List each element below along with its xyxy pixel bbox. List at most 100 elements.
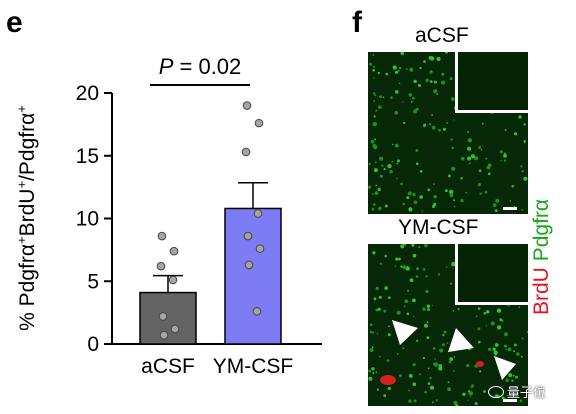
green-cell	[411, 244, 415, 247]
data-point	[241, 147, 251, 157]
green-cell	[450, 138, 453, 141]
green-cell	[372, 251, 376, 255]
green-cell	[462, 392, 466, 396]
green-cell	[504, 332, 508, 337]
green-cell	[483, 390, 486, 393]
green-cell	[372, 121, 377, 127]
green-cell	[370, 139, 375, 144]
green-cell	[439, 348, 444, 353]
green-cell	[466, 363, 470, 368]
p-value: = 0.02	[173, 54, 241, 79]
green-cell	[449, 77, 453, 81]
green-cell	[375, 371, 378, 373]
green-cell	[428, 56, 433, 60]
green-cell	[514, 343, 517, 347]
green-cell	[433, 80, 437, 84]
green-cell	[467, 390, 471, 393]
green-cell	[369, 323, 373, 327]
green-cell	[474, 402, 478, 406]
green-cell	[379, 262, 382, 265]
green-cell	[442, 127, 446, 131]
green-cell	[405, 266, 410, 271]
green-cell	[425, 289, 429, 294]
green-cell	[480, 149, 483, 151]
green-cell	[518, 115, 522, 119]
green-cell	[385, 72, 389, 76]
green-cell	[384, 254, 387, 258]
green-cell	[378, 355, 381, 358]
green-cell	[492, 347, 496, 351]
green-cell	[400, 265, 403, 268]
data-point	[252, 307, 262, 316]
green-cell	[494, 343, 499, 347]
green-cell	[467, 131, 470, 133]
y-title-sup-2: +	[14, 180, 29, 189]
green-cell	[433, 183, 435, 185]
green-cell	[381, 164, 384, 167]
green-cell	[400, 52, 405, 56]
green-cell	[397, 353, 399, 355]
green-cell	[383, 168, 386, 171]
green-cell	[399, 374, 402, 377]
y-tick-label: 0	[87, 333, 99, 356]
y-title-sup-3: +	[14, 105, 29, 113]
green-cell	[403, 121, 406, 125]
green-cell	[523, 123, 526, 126]
green-cell	[373, 297, 377, 301]
green-cell	[396, 177, 398, 180]
green-cell	[374, 191, 379, 196]
green-cell	[457, 308, 460, 311]
green-cell	[503, 159, 507, 162]
green-cell	[379, 95, 383, 98]
micrograph-label-ymcsf: YM-CSF	[398, 216, 479, 239]
green-cell	[398, 257, 401, 261]
green-cell	[467, 156, 472, 161]
green-cell	[448, 174, 451, 178]
green-cell	[505, 348, 508, 351]
green-cell	[374, 161, 377, 164]
green-cell	[499, 150, 503, 154]
green-cell	[450, 97, 455, 101]
green-cell	[509, 200, 511, 202]
arrowhead-icon	[494, 356, 516, 380]
legend-pdgfra: Pdgfrα	[530, 198, 553, 262]
green-cell	[449, 193, 454, 198]
green-cell	[478, 340, 481, 344]
green-cell	[368, 376, 373, 381]
x-tick-label: YM-CSF	[213, 355, 294, 378]
green-cell	[521, 170, 524, 173]
green-cell	[494, 209, 498, 213]
green-cell	[512, 374, 515, 377]
green-cell	[505, 378, 509, 382]
green-cell	[413, 315, 415, 318]
green-cell	[474, 156, 479, 161]
green-cell	[493, 350, 498, 355]
green-cell	[436, 93, 439, 95]
scale-bar	[503, 207, 517, 210]
green-cell	[453, 205, 456, 208]
micrograph-ymcsf-inset	[455, 244, 528, 305]
green-cell	[513, 350, 515, 353]
green-cell	[478, 146, 481, 149]
green-cell	[460, 199, 464, 203]
green-cell	[452, 370, 455, 372]
green-cell	[408, 93, 413, 97]
green-cell	[383, 309, 387, 313]
data-point	[253, 209, 263, 218]
green-cell	[488, 347, 492, 351]
green-cell	[415, 162, 419, 166]
green-cell	[388, 387, 391, 390]
green-cell	[470, 154, 475, 159]
red-cell	[380, 375, 396, 385]
green-cell	[451, 166, 456, 171]
green-cell	[427, 367, 430, 370]
green-cell	[477, 307, 481, 310]
p-symbol: P	[159, 54, 174, 79]
green-cell	[486, 165, 491, 170]
green-cell	[516, 352, 520, 356]
bar-ym-csf	[224, 207, 282, 345]
green-cell	[376, 333, 379, 335]
green-cell	[384, 204, 388, 208]
green-cell	[412, 382, 417, 386]
green-cell	[413, 200, 418, 204]
